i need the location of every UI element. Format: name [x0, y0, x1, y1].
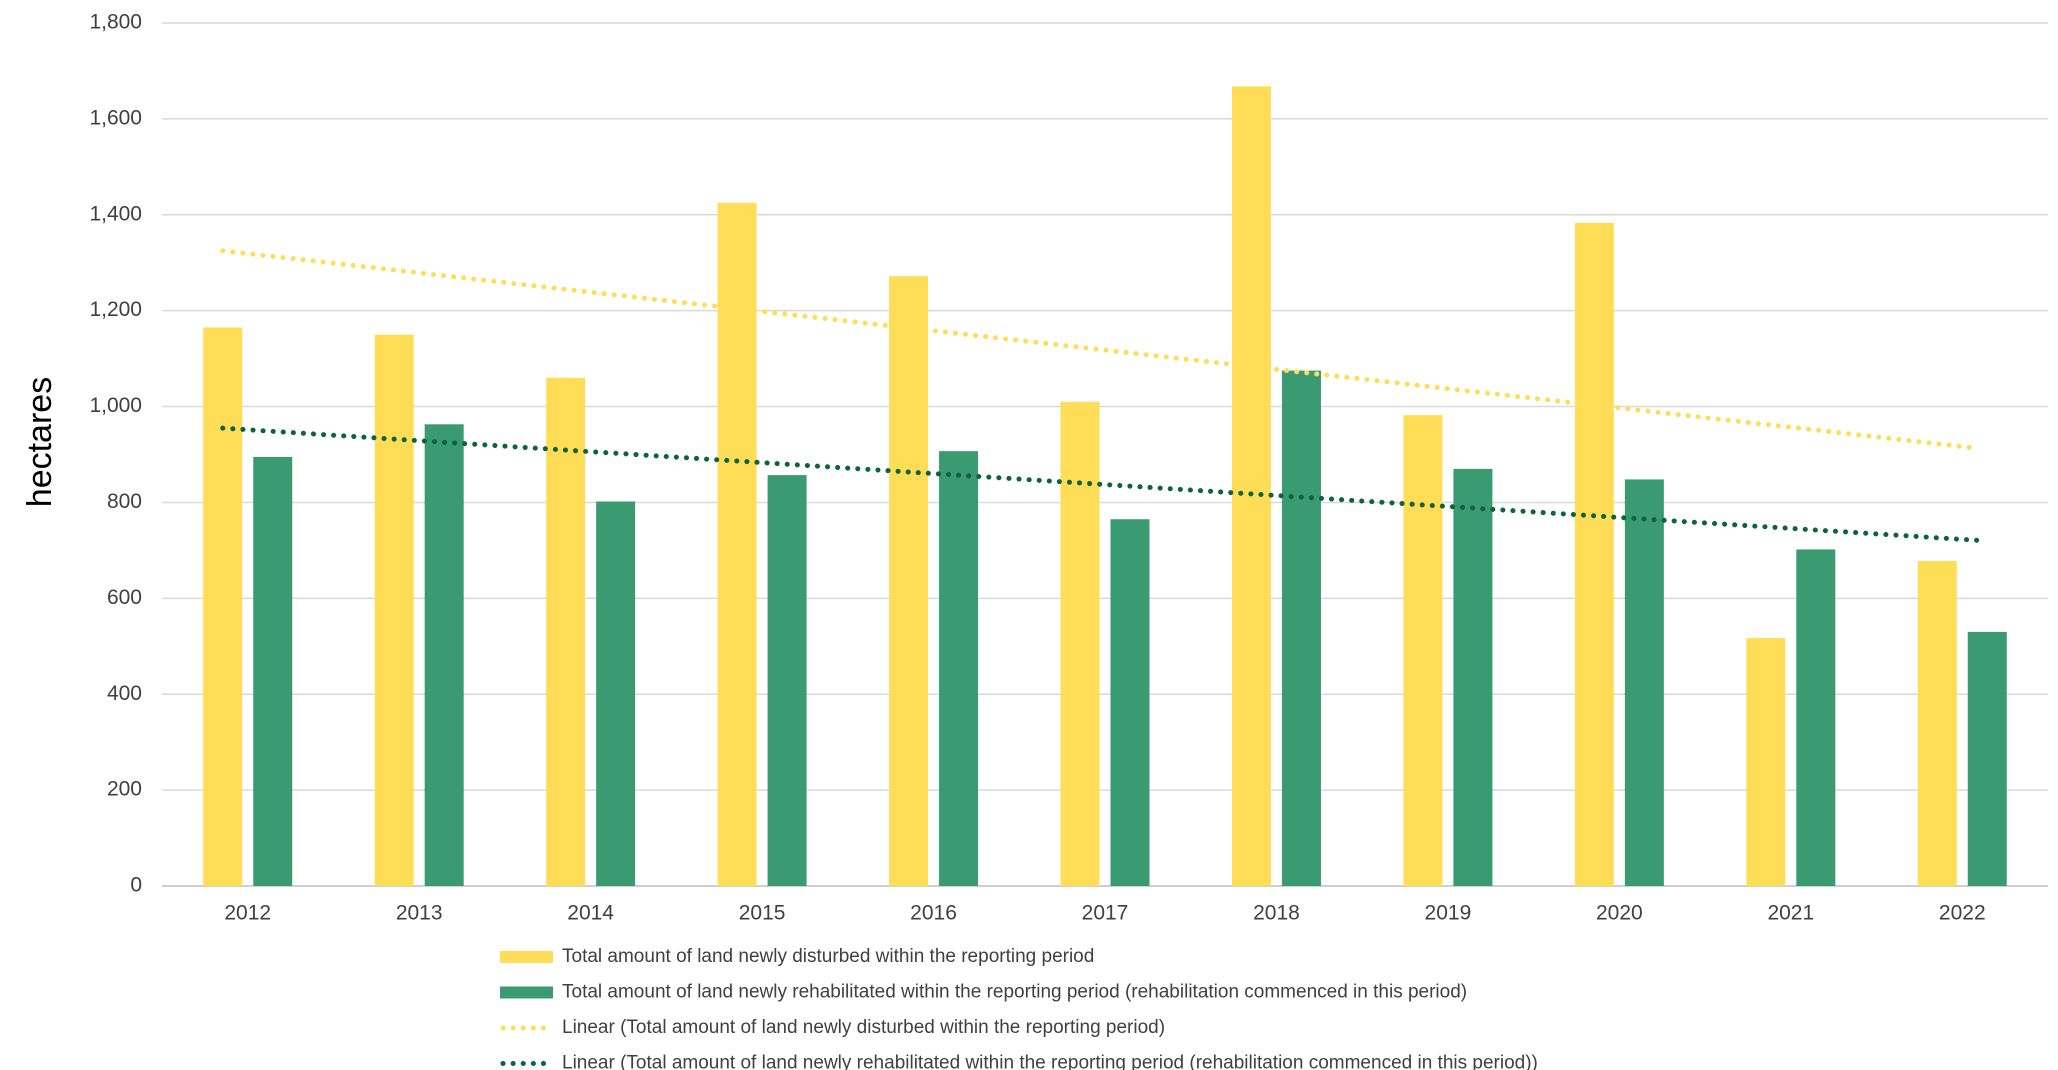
trendline-disturbed [220, 248, 1980, 451]
bar-disturbed [546, 377, 586, 886]
x-tick-label: 2021 [1767, 902, 1814, 925]
bar-disturbed [203, 327, 243, 886]
x-tick-label: 2018 [1253, 902, 1300, 925]
y-axis-title: hectares [21, 377, 59, 507]
bar-rehabilitated [1967, 631, 2007, 886]
y-tick-label: 200 [107, 778, 142, 801]
bar-rehabilitated [1796, 549, 1836, 886]
x-tick-label: 2017 [1082, 902, 1129, 925]
bar-disturbed [717, 202, 757, 886]
x-tick-label: 2022 [1939, 902, 1986, 925]
x-tick-label: 2014 [567, 902, 614, 925]
legend-label: Linear (Total amount of land newly rehab… [562, 1053, 1538, 1070]
x-tick-label: 2019 [1425, 902, 1472, 925]
bar-rehabilitated [424, 424, 464, 886]
bar-rehabilitated [1110, 519, 1150, 886]
gridlines [162, 22, 2048, 887]
bar-disturbed [1403, 415, 1443, 886]
y-axis-ticks: 0 200 400 600 800 1,000 1,200 1,400 1,600 1,800 [89, 11, 142, 897]
x-tick-label: 2020 [1596, 902, 1643, 925]
bar-rehabilitated [1281, 370, 1321, 886]
y-tick-label: 800 [107, 490, 142, 513]
legend: Total amount of land newly disturbed wit… [500, 946, 1538, 1070]
x-tick-label: 2013 [396, 902, 443, 925]
y-tick-label: 1,400 [89, 202, 142, 225]
legend-label: Total amount of land newly rehabilitated… [562, 982, 1467, 1003]
x-tick-label: 2016 [910, 902, 957, 925]
bar-disturbed [1746, 638, 1786, 886]
y-tick-label: 0 [130, 874, 142, 897]
x-tick-label: 2015 [739, 902, 786, 925]
trendline-rehabilitated [220, 425, 1980, 543]
legend-label: Total amount of land newly disturbed wit… [562, 946, 1094, 967]
bars [203, 86, 2007, 886]
y-tick-label: 1,800 [89, 11, 142, 34]
y-tick-label: 1,600 [89, 106, 142, 129]
y-tick-label: 600 [107, 586, 142, 609]
bar-rehabilitated [1453, 468, 1493, 886]
bar-rehabilitated [596, 501, 636, 886]
bar-rehabilitated [253, 456, 293, 886]
legend-swatch-disturbed [500, 951, 553, 963]
bar-rehabilitated [1624, 479, 1664, 886]
trendlines [220, 248, 1980, 543]
bar-disturbed [374, 334, 414, 886]
bar-disturbed [1060, 401, 1100, 886]
bar-disturbed [1917, 560, 1957, 886]
bar-disturbed [1231, 86, 1271, 886]
y-tick-label: 400 [107, 682, 142, 705]
bar-disturbed [889, 276, 929, 886]
x-axis-ticks: 2012 2013 2014 2015 2016 2017 2018 2019 2020 2021… [224, 902, 1985, 925]
bar-rehabilitated [939, 451, 979, 886]
bar-rehabilitated [767, 475, 807, 886]
legend-label: Linear (Total amount of land newly distu… [562, 1017, 1165, 1038]
y-tick-label: 1,000 [89, 394, 142, 417]
bar-disturbed [1574, 222, 1614, 886]
legend-swatch-rehabilitated [500, 986, 553, 999]
x-tick-label: 2012 [224, 902, 271, 925]
y-tick-label: 1,200 [89, 298, 142, 321]
